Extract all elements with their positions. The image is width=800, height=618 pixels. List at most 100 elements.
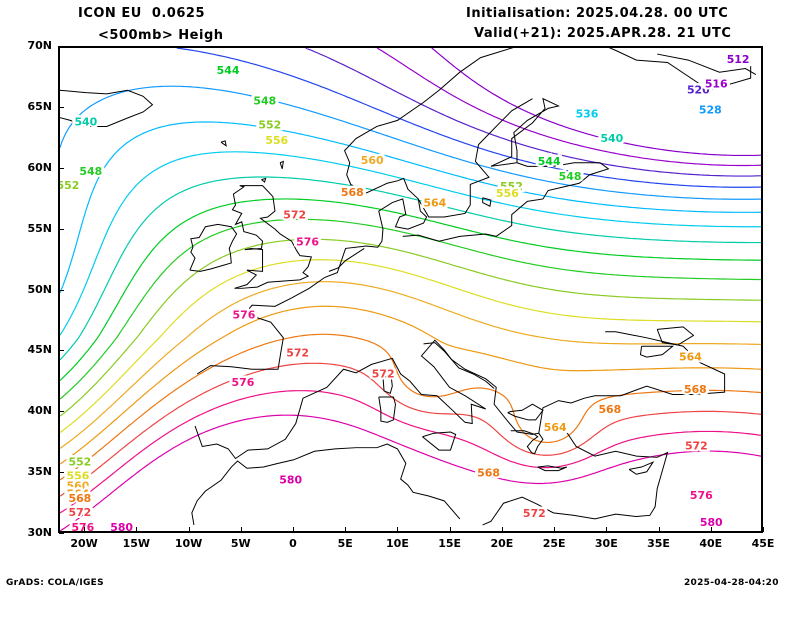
y-axis-label: 50N bbox=[27, 282, 52, 296]
x-axis-label: 0 bbox=[289, 537, 297, 550]
contour-label-568: 568 bbox=[684, 383, 707, 396]
contour-label-512: 512 bbox=[727, 53, 750, 66]
contour-label-576: 576 bbox=[233, 309, 256, 322]
x-axis-tick bbox=[240, 527, 242, 532]
contour-label-halo: 576 bbox=[295, 234, 320, 248]
x-axis-label: 35E bbox=[647, 537, 670, 550]
contour-label-halo: 572 bbox=[67, 505, 92, 519]
contour-line-556 bbox=[60, 259, 761, 433]
contour-label-556: 556 bbox=[496, 187, 519, 200]
contour-label-halo: 564 bbox=[65, 486, 90, 500]
contour-label-halo: 564 bbox=[422, 196, 447, 210]
contour-label-580: 580 bbox=[700, 516, 723, 529]
contour-label-halo: 544 bbox=[216, 63, 241, 77]
contour-label-564: 564 bbox=[423, 197, 446, 210]
y-axis-label: 40N bbox=[27, 404, 52, 418]
x-axis-tick bbox=[658, 527, 660, 532]
x-axis-tick bbox=[136, 527, 138, 532]
y-axis-label: 30N bbox=[27, 526, 52, 539]
contour-label-halo: 576 bbox=[231, 375, 256, 389]
y-axis-label: 70N bbox=[27, 39, 52, 52]
x-axis-tick bbox=[606, 527, 608, 532]
y-axis-label: 65N bbox=[27, 99, 52, 113]
x-axis-tick bbox=[449, 527, 451, 532]
coastline bbox=[656, 326, 695, 346]
coastline bbox=[657, 53, 757, 76]
y-axis-tick bbox=[59, 228, 64, 230]
coastline bbox=[220, 140, 227, 147]
contour-label-halo: 576 bbox=[70, 520, 95, 531]
contour-label-552: 552 bbox=[258, 118, 281, 131]
x-axis-label: 20W bbox=[70, 537, 98, 550]
contour-label-572: 572 bbox=[523, 507, 546, 520]
contour-label-halo: 560 bbox=[360, 153, 385, 167]
contour-label-halo: 556 bbox=[495, 186, 520, 200]
y-axis-tick bbox=[59, 350, 64, 352]
contour-label-576: 576 bbox=[296, 235, 319, 248]
coastline bbox=[261, 177, 267, 183]
y-axis-label: 45N bbox=[27, 343, 52, 357]
contour-label-568: 568 bbox=[68, 492, 91, 505]
x-axis-tick bbox=[345, 527, 347, 532]
y-axis-label: 60N bbox=[27, 160, 52, 174]
contour-label-536: 536 bbox=[576, 107, 599, 120]
x-axis-tick bbox=[763, 527, 764, 532]
coastline bbox=[196, 48, 752, 375]
contour-line-524 bbox=[176, 48, 761, 188]
contour-label-564: 564 bbox=[66, 487, 89, 500]
x-axis-label: 10E bbox=[386, 537, 409, 550]
contour-label-548: 548 bbox=[253, 95, 276, 108]
contour-label-halo: 568 bbox=[597, 402, 622, 416]
contour-label-halo: 572 bbox=[371, 366, 396, 380]
contour-lines-group bbox=[60, 48, 761, 531]
contour-label-568: 568 bbox=[477, 466, 500, 479]
contour-map-plot: 5445445485485525525565565405405485485525… bbox=[58, 46, 763, 533]
contour-label-564: 564 bbox=[679, 350, 702, 363]
coastline bbox=[482, 197, 492, 207]
initialisation-time: Initialisation: 2025.04.28. 00 UTC bbox=[466, 6, 729, 21]
contour-line-572 bbox=[60, 362, 761, 497]
contour-line-520 bbox=[305, 48, 761, 177]
contour-label-halo: 580 bbox=[278, 472, 303, 486]
x-axis-tick bbox=[84, 527, 86, 532]
footer-credit: GrADS: COLA/IGES bbox=[6, 578, 104, 588]
x-axis-label: 30E bbox=[594, 537, 618, 550]
contour-line-528 bbox=[60, 85, 761, 200]
contour-label-halo: 568 bbox=[340, 185, 365, 199]
contour-label-520: 520 bbox=[687, 84, 710, 97]
x-axis-label: 20E bbox=[490, 537, 514, 550]
contour-map-svg: 5445445485485525525565565405405485485525… bbox=[60, 48, 761, 531]
contour-label-552: 552 bbox=[500, 180, 523, 193]
contour-label-halo: 552 bbox=[60, 178, 80, 192]
contour-label-572: 572 bbox=[286, 346, 309, 359]
y-axis-tick bbox=[59, 46, 64, 47]
contour-label-halo: 512 bbox=[726, 52, 751, 66]
contour-label-halo: 576 bbox=[232, 308, 257, 322]
contour-label-halo: 572 bbox=[522, 506, 547, 520]
x-axis-label: 5W bbox=[230, 537, 251, 550]
contour-label-528: 528 bbox=[699, 103, 722, 116]
x-axis-label: 45E bbox=[751, 537, 775, 550]
contour-label-halo: 548 bbox=[78, 164, 103, 178]
y-axis-label: 55N bbox=[27, 221, 52, 235]
contour-line-516 bbox=[376, 48, 761, 167]
contour-label-halo: 556 bbox=[65, 468, 90, 482]
contour-line-512 bbox=[431, 48, 761, 157]
contour-label-540: 540 bbox=[600, 132, 623, 145]
contour-label-556: 556 bbox=[265, 134, 288, 147]
contour-label-580: 580 bbox=[110, 521, 133, 531]
coastline bbox=[537, 465, 568, 472]
contour-label-540: 540 bbox=[74, 115, 97, 128]
contour-label-576: 576 bbox=[232, 376, 255, 389]
contour-label-halo: 576 bbox=[689, 488, 714, 502]
contour-label-544: 544 bbox=[538, 155, 561, 168]
coastline bbox=[402, 162, 610, 242]
footer-timestamp: 2025-04-28-04:20 bbox=[684, 578, 779, 588]
contour-label-572: 572 bbox=[685, 440, 708, 453]
contour-label-halo: 548 bbox=[252, 94, 277, 108]
contour-label-halo: 568 bbox=[683, 382, 708, 396]
valid-time: Valid(+21): 2025.APR.28. 21 UTC bbox=[474, 26, 732, 41]
coastline bbox=[189, 223, 238, 272]
contour-label-halo: 552 bbox=[499, 179, 524, 193]
contour-label-halo: 552 bbox=[257, 117, 282, 131]
